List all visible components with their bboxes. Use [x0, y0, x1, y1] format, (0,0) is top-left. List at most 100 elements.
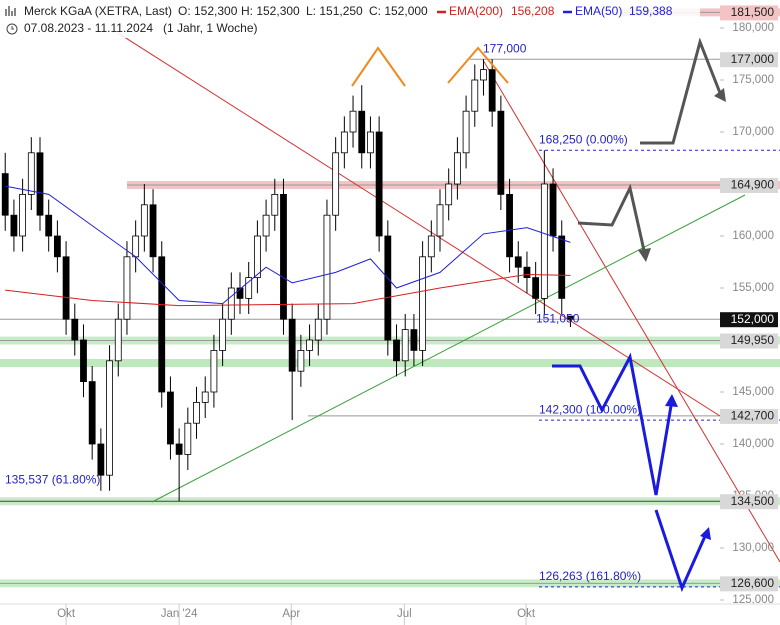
candle-body [480, 69, 487, 81]
candle-body [384, 235, 392, 341]
candle-body [123, 256, 131, 320]
x-tick-label: Jul [397, 608, 412, 620]
period: 07.08.2023 - 11.11.2024 [24, 21, 153, 35]
candle-body [375, 131, 383, 237]
candle-body [271, 193, 279, 216]
candle-body [567, 315, 574, 320]
x-tick-label: Jan '24 [161, 608, 198, 620]
candle-body [88, 381, 96, 445]
candle-body [419, 256, 427, 351]
candle-body [523, 266, 531, 279]
candle-body [488, 69, 496, 112]
level-label: 152,000 [731, 312, 775, 326]
ema-line [5, 273, 571, 307]
candle-body [506, 193, 513, 258]
axis: 125,000130,000135,000140,000145,000150,0… [0, 5, 780, 625]
candle-body [540, 183, 548, 299]
y-tick-label: 155,000 [732, 282, 774, 294]
y-tick-label: 160,000 [732, 230, 774, 242]
candle-body [280, 193, 287, 320]
arrow-head [665, 394, 678, 407]
level-label: 177,000 [731, 52, 775, 66]
interval: (1 Jahr, 1 Woche) [163, 21, 258, 35]
candle-body [445, 183, 453, 206]
scenario-arrow [552, 352, 674, 496]
quote-open: O: 152,300 [178, 4, 238, 18]
level-box [720, 178, 778, 194]
candle-body [53, 235, 61, 258]
candle-body [340, 131, 348, 154]
candle-body [497, 110, 505, 195]
y-tick-label: 130,000 [732, 542, 774, 554]
trend-line [117, 32, 721, 417]
candle-body [236, 287, 244, 299]
annotation: 177,000 [483, 41, 527, 55]
candle-body [106, 360, 113, 476]
candle-body [427, 235, 435, 258]
candle-body [36, 152, 44, 216]
level-label: 164,900 [731, 178, 775, 192]
candle-body [184, 422, 192, 455]
level-box [720, 52, 778, 68]
ema-line [5, 185, 571, 305]
level-box [720, 312, 778, 328]
candle-body [367, 131, 374, 154]
arrow-head [714, 88, 726, 102]
candle-body [1, 173, 9, 216]
candle-body [114, 318, 122, 362]
candle-body [558, 235, 566, 299]
level-box [720, 408, 778, 424]
clock-icon [6, 23, 18, 35]
candle-body [27, 152, 35, 195]
candle-body [80, 339, 87, 382]
legend-value: 156,208 [511, 4, 555, 18]
candle-body [349, 110, 357, 133]
quote-close: C: 152,000 [369, 4, 428, 18]
candle-body [201, 391, 209, 403]
candle-body [45, 214, 53, 237]
candle-body [471, 79, 479, 112]
scenario-arrow [577, 183, 647, 256]
annotation: 151,050 [536, 311, 580, 325]
arrow-head [700, 527, 711, 540]
level-label: 126,600 [731, 576, 775, 590]
shoulder-marker [351, 46, 406, 87]
x-tick-label: Okt [57, 608, 76, 620]
candle-body [549, 183, 557, 237]
level-box [720, 576, 778, 592]
candle-body [62, 256, 70, 320]
legend-value: 159,388 [629, 4, 673, 18]
candle-body [175, 443, 183, 455]
candle-body [453, 152, 461, 185]
y-tick-label: 175,000 [732, 74, 774, 86]
candle-body [436, 204, 444, 237]
y-tick-label: 125,000 [732, 594, 774, 606]
y-tick-label: 170,000 [732, 126, 774, 138]
x-tick-label: Apr [282, 608, 300, 620]
candle-body [393, 339, 400, 362]
x-tick-label: Okt [517, 608, 536, 620]
candle-body [132, 235, 140, 258]
candle-body [323, 214, 331, 320]
shoulder-marker [447, 46, 509, 84]
y-tick-label: 140,000 [732, 438, 774, 450]
scenario-arrow [640, 37, 724, 145]
level-label: 149,950 [731, 333, 775, 347]
annotation: 135,537 (61.80%) [5, 473, 100, 487]
legend-label: EMA(50) [575, 4, 622, 18]
header-bg [0, 0, 700, 38]
candle-body [140, 204, 148, 237]
candle-body [167, 391, 174, 445]
candle-body [401, 329, 409, 362]
level-label: 134,500 [731, 494, 775, 508]
quote-high: H: 152,300 [241, 4, 300, 18]
support-zone [0, 359, 780, 367]
quote-low: L: 151,250 [306, 4, 363, 18]
candle-body [332, 152, 340, 216]
candle-body [193, 401, 200, 424]
candle-body [306, 339, 313, 351]
candle-body [262, 214, 270, 237]
candle-body [227, 287, 235, 320]
level-box [720, 5, 778, 21]
